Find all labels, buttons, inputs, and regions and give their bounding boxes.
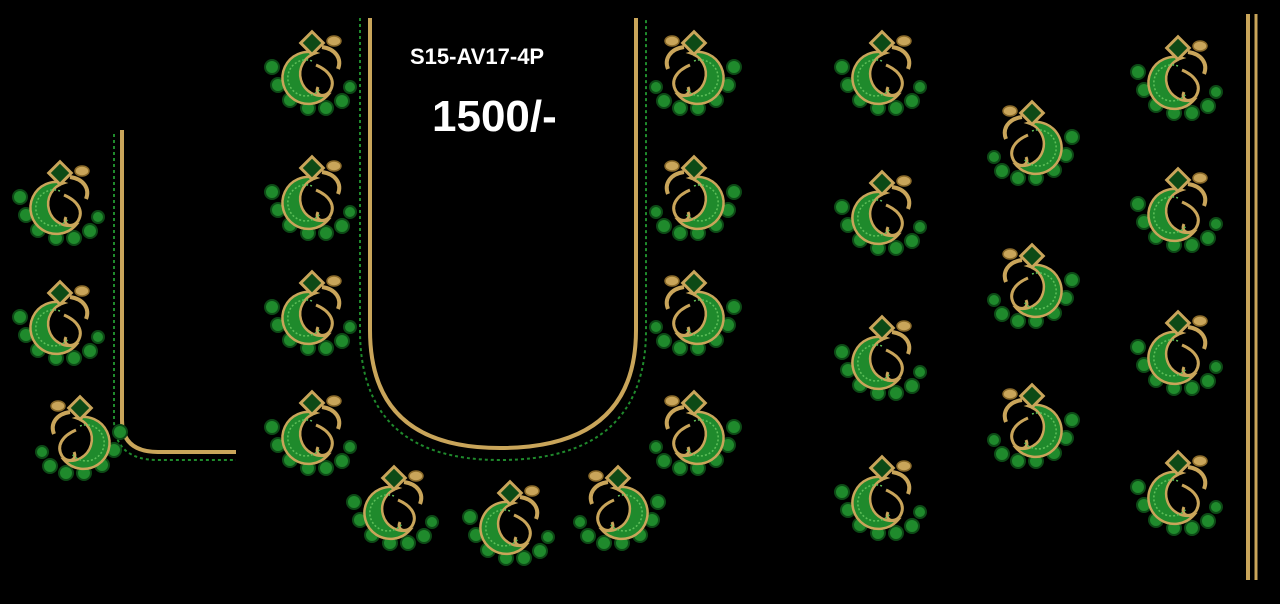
left-gold-border-line [120,130,236,454]
motif-neck-bottom-right [572,464,667,552]
center-green-neckline [359,18,647,462]
price-label: 1500/- [432,92,557,141]
motif-panel-col2-2 [986,242,1081,330]
design-code-label: S15-AV17-4P [410,44,545,69]
motif-panel-col1-2 [833,169,928,257]
motif-panel-col3-1 [1129,34,1224,122]
motif-neck-right-2 [648,154,743,242]
motif-panel-col2-3 [986,382,1081,470]
motif-neck-left-2 [263,154,358,242]
motif-neck-bottom-left [345,464,440,552]
motif-neck-right-4 [648,389,743,477]
motif-neck-right-1 [648,29,743,117]
motif-neck-left-3 [263,269,358,357]
motif-panel-col1-1 [833,29,928,117]
motif-neck-left-4 [263,389,358,477]
motif-panel-col1-3 [833,314,928,402]
motif-panel-col2-1 [986,99,1081,187]
motif-neck-right-3 [648,269,743,357]
motif-panel-col3-2 [1129,166,1224,254]
motif-left-3 [34,394,129,482]
motif-left-2 [11,279,106,367]
motif-panel-col1-4 [833,454,928,542]
motif-left-1 [11,159,106,247]
motif-neck-left-1 [263,29,358,117]
motif-neck-bottom-center [461,479,556,567]
motif-panel-col3-3 [1129,309,1224,397]
left-green-border-line [113,134,236,461]
motif-panel-col3-4 [1129,449,1224,537]
center-gold-neckline [368,18,638,451]
